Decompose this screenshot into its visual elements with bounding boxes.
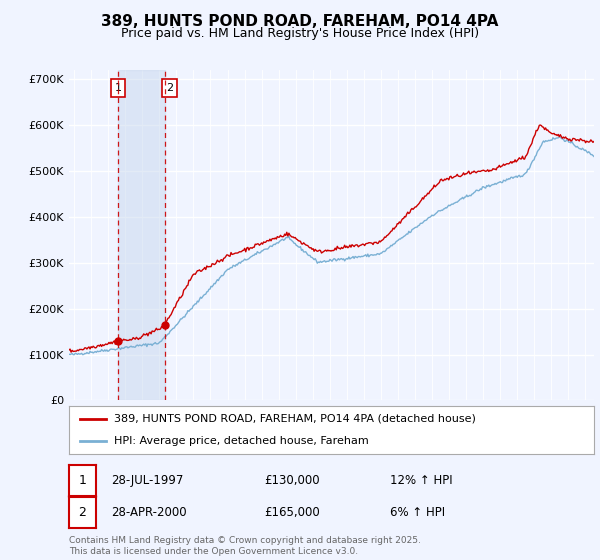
Text: 1: 1 <box>79 474 86 487</box>
Text: 1: 1 <box>115 83 121 94</box>
Text: 2: 2 <box>166 83 173 94</box>
Text: 389, HUNTS POND ROAD, FAREHAM, PO14 4PA (detached house): 389, HUNTS POND ROAD, FAREHAM, PO14 4PA … <box>113 414 476 424</box>
Text: 12% ↑ HPI: 12% ↑ HPI <box>390 474 452 487</box>
Text: 2: 2 <box>79 506 86 519</box>
Text: £165,000: £165,000 <box>264 506 320 519</box>
Text: 28-JUL-1997: 28-JUL-1997 <box>111 474 184 487</box>
Text: 389, HUNTS POND ROAD, FAREHAM, PO14 4PA: 389, HUNTS POND ROAD, FAREHAM, PO14 4PA <box>101 14 499 29</box>
Text: Price paid vs. HM Land Registry's House Price Index (HPI): Price paid vs. HM Land Registry's House … <box>121 27 479 40</box>
Text: 28-APR-2000: 28-APR-2000 <box>111 506 187 519</box>
Bar <box>118 70 165 400</box>
Text: £130,000: £130,000 <box>264 474 320 487</box>
Text: 6% ↑ HPI: 6% ↑ HPI <box>390 506 445 519</box>
Text: HPI: Average price, detached house, Fareham: HPI: Average price, detached house, Fare… <box>113 436 368 446</box>
Text: Contains HM Land Registry data © Crown copyright and database right 2025.
This d: Contains HM Land Registry data © Crown c… <box>69 536 421 556</box>
